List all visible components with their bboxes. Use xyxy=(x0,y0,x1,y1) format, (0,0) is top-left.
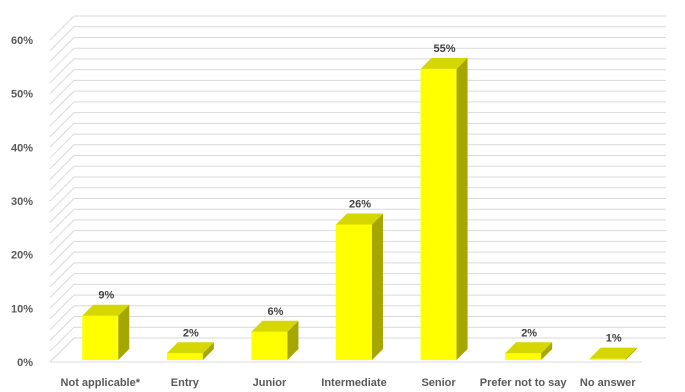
minor-gridline xyxy=(49,144,666,170)
minor-gridline xyxy=(49,251,666,277)
bar xyxy=(589,347,637,360)
bar-top xyxy=(251,320,299,332)
bar-front xyxy=(505,353,542,360)
minor-gridline xyxy=(49,47,666,73)
minor-gridline xyxy=(49,219,666,245)
major-gridline xyxy=(49,337,666,363)
x-category-label: Prefer not to say xyxy=(480,377,568,389)
minor-gridline xyxy=(49,90,666,116)
data-label: 2% xyxy=(521,327,537,339)
major-gridline xyxy=(49,176,666,202)
bar-side xyxy=(372,213,383,360)
data-label: 55% xyxy=(434,43,456,55)
data-label: 6% xyxy=(267,306,283,318)
minor-gridline xyxy=(49,79,666,105)
minor-gridline xyxy=(49,208,666,234)
x-category-label: Entry xyxy=(171,377,200,389)
bar-top xyxy=(166,342,214,354)
bar-front xyxy=(251,331,288,360)
bar xyxy=(251,320,299,360)
data-label: 2% xyxy=(183,327,199,339)
bar-top xyxy=(420,57,468,69)
bar xyxy=(420,57,468,360)
bar-side xyxy=(625,347,637,360)
minor-gridline xyxy=(49,197,666,223)
data-label: 1% xyxy=(606,333,622,345)
data-label: 26% xyxy=(349,198,371,210)
bar-side xyxy=(118,304,130,360)
bar-side xyxy=(541,342,553,360)
minor-gridline xyxy=(49,36,666,62)
bar xyxy=(166,342,214,360)
y-tick-label: 10% xyxy=(11,303,33,315)
x-category-label: Junior xyxy=(253,377,287,389)
data-label: 9% xyxy=(98,290,114,302)
minor-gridline xyxy=(49,326,666,352)
minor-gridline xyxy=(49,240,666,266)
x-category-label: No answer xyxy=(580,377,636,389)
minor-gridline xyxy=(49,316,666,341)
bar xyxy=(336,213,383,360)
bar-top xyxy=(589,347,637,359)
minor-gridline xyxy=(49,26,666,52)
bar xyxy=(82,304,130,360)
minor-gridline xyxy=(49,155,666,180)
bar-front xyxy=(336,224,372,360)
x-category-label: Not applicable* xyxy=(61,377,141,389)
x-category-label: Intermediate xyxy=(321,377,386,389)
bar-top xyxy=(82,304,130,316)
minor-gridline xyxy=(49,112,666,137)
major-gridline xyxy=(49,69,666,95)
y-tick-label: 50% xyxy=(11,89,33,101)
minor-gridline xyxy=(49,262,666,288)
major-gridline xyxy=(49,230,666,256)
labels: 9% Not applicable* 2% Entry 6% Junior 26% Inter… xyxy=(61,43,637,389)
minor-gridline xyxy=(49,294,666,320)
bar-front xyxy=(166,353,203,360)
bars xyxy=(82,57,637,360)
major-gridline xyxy=(49,122,666,148)
x-category-label: Senior xyxy=(421,377,456,389)
minor-gridline xyxy=(49,187,666,213)
bar xyxy=(505,342,553,360)
bar-front xyxy=(420,68,457,360)
gridlines xyxy=(49,15,666,363)
minor-gridline xyxy=(49,58,666,84)
minor-gridline xyxy=(49,101,666,127)
y-tick-label: 40% xyxy=(11,142,33,154)
bar-side xyxy=(287,320,299,360)
minor-gridline xyxy=(49,133,666,159)
bar-side xyxy=(202,342,214,360)
minor-gridline xyxy=(49,305,666,331)
y-tick-label: 30% xyxy=(11,196,33,208)
y-tick-label: 60% xyxy=(11,35,33,47)
minor-gridline xyxy=(49,165,666,191)
bar-side xyxy=(456,57,468,360)
bar-front xyxy=(82,315,119,360)
y-axis: 0% 10% 20% 30% 40% 50% 60% xyxy=(11,35,33,369)
bar-top xyxy=(505,342,553,354)
major-gridline xyxy=(49,283,666,309)
y-tick-label: 0% xyxy=(17,357,33,369)
major-gridline xyxy=(49,15,666,41)
bar-top xyxy=(336,213,383,225)
y-tick-label: 20% xyxy=(11,250,33,262)
bar-front xyxy=(589,358,626,360)
minor-gridline xyxy=(49,273,666,298)
